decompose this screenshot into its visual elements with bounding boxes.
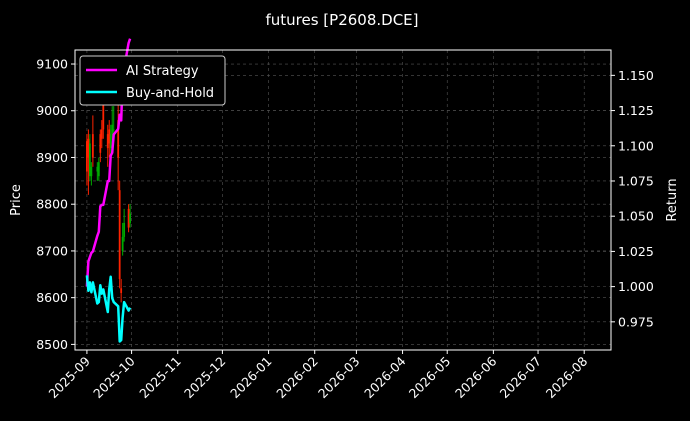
right-axis: 0.975 1.000 1.025 1.050 1.075 1.100 1.125 1.150 xyxy=(611,68,654,329)
candle-body xyxy=(99,134,102,153)
candle-body xyxy=(112,129,115,131)
candle-body xyxy=(88,143,91,177)
plot-frame xyxy=(74,49,612,351)
candle-body xyxy=(117,120,120,158)
candle-body xyxy=(102,101,105,130)
left-tick-label: 8900 xyxy=(36,150,68,165)
right-axis-label: Return xyxy=(665,178,680,221)
candle-body xyxy=(96,166,99,172)
candle-body xyxy=(118,190,121,279)
candle xyxy=(90,162,93,186)
candle-body xyxy=(109,134,112,149)
right-tick-label: 1.150 xyxy=(618,68,654,83)
candle-body xyxy=(87,138,90,158)
right-tick-label: 1.050 xyxy=(618,209,654,224)
candle-body xyxy=(100,129,103,139)
candle-body xyxy=(106,134,109,149)
candle xyxy=(121,222,124,256)
candle-body xyxy=(90,166,93,177)
legend-ai-label: AI Strategy xyxy=(126,64,199,79)
candle xyxy=(120,278,123,303)
left-tick-label: 9000 xyxy=(36,103,68,118)
candlesticks xyxy=(86,73,131,303)
candle-body xyxy=(108,129,111,144)
candle xyxy=(127,204,130,233)
candle xyxy=(87,129,90,195)
candle xyxy=(109,124,112,158)
candle xyxy=(91,115,94,167)
left-tick-label: 8700 xyxy=(36,243,68,258)
candle-body xyxy=(111,124,114,135)
candle xyxy=(108,120,111,158)
candle xyxy=(96,162,99,181)
right-tick-label: 0.975 xyxy=(618,314,654,329)
right-tick-label: 1.100 xyxy=(618,138,654,153)
legend-bh-label: Buy-and-Hold xyxy=(126,86,214,101)
candle-body xyxy=(86,141,88,172)
right-tick-label: 1.075 xyxy=(618,173,654,188)
left-tick-label: 8600 xyxy=(36,290,68,305)
candle xyxy=(99,129,102,163)
right-tick-label: 1.000 xyxy=(618,279,654,294)
right-tick-label: 1.025 xyxy=(618,244,654,259)
candle-body xyxy=(127,208,130,228)
right-tick-label: 1.125 xyxy=(618,103,654,118)
candle xyxy=(118,180,121,289)
chart-title: futures [P2608.DCE] xyxy=(265,11,418,29)
left-axis-label: Price xyxy=(9,184,24,216)
left-tick-label: 8500 xyxy=(36,337,68,352)
candle xyxy=(106,124,109,167)
candle xyxy=(88,134,91,181)
legend: AI Strategy Buy-and-Hold xyxy=(79,55,226,106)
candle-body xyxy=(97,162,100,177)
candle-body xyxy=(120,288,123,293)
series-buy-and-hold-line xyxy=(85,275,132,343)
candle xyxy=(97,157,100,181)
candle xyxy=(111,106,114,144)
left-tick-label: 8800 xyxy=(36,197,68,212)
candle-body xyxy=(129,213,131,223)
left-tick-label: 9100 xyxy=(36,57,68,72)
candle xyxy=(129,204,131,228)
candle-body xyxy=(123,222,126,237)
candle xyxy=(123,208,126,242)
candle-body xyxy=(121,236,124,251)
candle xyxy=(100,120,103,149)
candle xyxy=(86,134,88,186)
candle-body xyxy=(91,134,94,158)
left-axis: 8500 8600 8700 8800 8900 9000 9100 xyxy=(36,57,75,352)
